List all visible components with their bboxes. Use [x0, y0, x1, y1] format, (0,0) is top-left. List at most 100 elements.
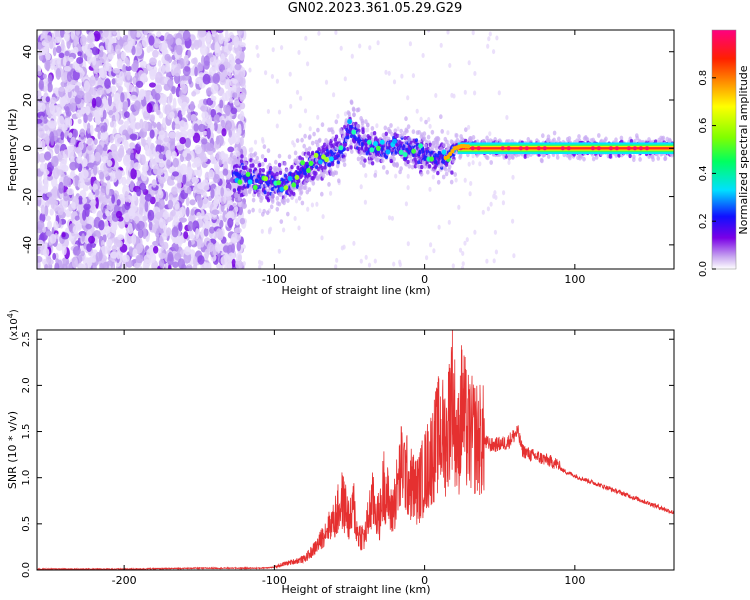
spectrogram-noise-cell	[267, 229, 272, 235]
spectrogram-noise-cell	[80, 250, 85, 257]
spectrogram-noise-cell	[56, 45, 62, 54]
spectrogram-noise-cell	[176, 180, 182, 190]
spectrogram-noise-cell	[94, 189, 100, 196]
spectrogram-noise-cell	[178, 235, 185, 245]
spectrogram-ridge-halo	[362, 162, 366, 168]
spectrogram-noise-cell	[467, 161, 471, 167]
spectrogram-noise-cell	[65, 106, 70, 115]
spectrogram-noise-cell	[57, 204, 64, 216]
spectrogram-noise-cell	[108, 94, 112, 107]
spectrogram-ridge-halo	[407, 163, 412, 169]
spectrogram-noise-cell	[124, 201, 131, 211]
spectrogram-noise-cell	[238, 51, 245, 61]
spectrogram-noise-cell	[207, 242, 215, 253]
spectrogram-noise-cell	[153, 103, 159, 113]
spectrogram-noise-cell	[238, 71, 244, 79]
spectrogram-ridge-halo	[287, 154, 292, 160]
spectrogram-noise-cell	[215, 151, 222, 162]
spectrogram-noise-cell	[398, 262, 402, 268]
spectrogram-noise-cell	[49, 233, 57, 244]
spectrogram-noise-cell	[166, 33, 174, 46]
spectrogram-noise-cell	[106, 239, 113, 247]
spectrogram-ridge-body	[314, 171, 318, 176]
spectrogram-noise-cell	[68, 262, 73, 269]
spectrogram-noise-cell	[174, 200, 180, 210]
spectrogram-noise-cell	[366, 127, 370, 133]
spectrogram-noise-cell	[493, 229, 497, 235]
spectrogram-noise-cell	[146, 102, 153, 114]
spectrogram-noise-cell	[167, 199, 174, 210]
spectrogram-noise-cell	[159, 35, 165, 42]
spectrogram-ridge-halo	[352, 107, 356, 113]
spectrogram-noise-cell	[171, 186, 178, 195]
spectrogram-noise-cell	[428, 186, 432, 192]
spectrogram-noise-cell	[292, 142, 296, 148]
spectrogram-noise-cell	[129, 133, 138, 140]
spectrogram-noise-cell	[68, 56, 74, 63]
spectrogram-noise-cell	[164, 66, 171, 73]
spectrogram-ridge-core	[346, 135, 350, 140]
spectrogram-ridge-halo	[334, 119, 339, 125]
spectrogram-ridge-halo	[395, 163, 399, 168]
spectrogram-noise-cell	[211, 30, 217, 35]
spectrogram-noise-cell	[117, 234, 125, 241]
spectrogram-ridge-halo	[247, 209, 252, 215]
spectrogram-noise-cell	[206, 36, 211, 43]
spectrogram-noise-cell	[488, 31, 492, 37]
spectrogram-noise-cell	[92, 46, 99, 56]
spectrogram-noise-cell	[37, 226, 43, 234]
spectrogram-noise-cell	[191, 176, 199, 184]
spectrogram-noise-cell	[158, 198, 165, 210]
spectrogram-noise-cell	[117, 77, 123, 87]
spectrogram-noise-cell	[116, 251, 121, 260]
spectrogram-noise-cell	[73, 246, 81, 256]
spectrogram-noise-cell	[83, 80, 90, 93]
spectrogram-noise-cell	[133, 262, 141, 269]
spectrogram-ridge-halo	[355, 123, 360, 129]
spectrogram-ridge-body	[361, 129, 365, 135]
spectrogram-ridge-halo	[373, 173, 378, 178]
spectrogram-noise-cell	[87, 257, 93, 268]
spectrogram-ridge-halo	[381, 165, 386, 170]
spectrogram-noise-cell	[473, 229, 477, 235]
spectrogram-noise-cell	[197, 62, 202, 72]
spectrogram-noise-cell	[55, 68, 61, 80]
spectrogram-noise-cell	[179, 163, 188, 175]
spectrogram-noise-cell	[181, 101, 189, 112]
spectrogram-ridge-halo	[297, 195, 302, 201]
spectrogram-noise-cell	[42, 73, 47, 79]
spectrogram-noise-cell	[387, 70, 391, 76]
spectrogram-noise-cell	[299, 95, 303, 101]
spectrogram-noise-cell	[189, 101, 195, 112]
spectrogram-noise-cell	[297, 50, 301, 55]
spectrogram-noise-cell	[197, 238, 202, 250]
spectrogram-noise-cell	[166, 159, 171, 169]
spectrogram-noise-cell	[169, 193, 174, 201]
spectrogram-noise-cell	[130, 94, 137, 101]
spectrogram-noise-cell	[87, 112, 93, 122]
spectrogram-noise-cell	[200, 104, 208, 113]
spectrogram-noise-cell	[186, 265, 192, 269]
spectrogram-ridge-halo	[430, 129, 435, 135]
spectrogram-noise-cell	[230, 107, 238, 115]
spectrogram-ridge-halo	[380, 158, 385, 164]
spectrogram-noise-cell	[486, 43, 490, 49]
spectrogram-noise-cell	[76, 156, 83, 164]
spectrogram-noise-cell	[404, 201, 408, 207]
spectrogram-noise-cell	[233, 100, 240, 106]
spectrogram-noise-cell	[72, 128, 78, 139]
spectrogram-noise-cell	[190, 208, 195, 216]
spectrogram-noise-cell	[168, 131, 176, 139]
spectrogram-noise-cell	[52, 252, 57, 261]
spectrogram-ridge-halo	[270, 199, 275, 204]
spectrogram-noise-cell	[65, 209, 71, 218]
spectrogram-ridge-halo	[411, 129, 416, 135]
spectrogram-noise-cell	[148, 35, 155, 46]
spectrogram-noise-cell	[158, 162, 165, 168]
spectrogram-noise-cell	[471, 30, 475, 36]
spectrogram-noise-cell	[111, 194, 115, 204]
spectrogram-noise-cell	[334, 30, 338, 35]
spectrogram-noise-cell	[169, 92, 173, 103]
spectrogram-ridge-halo	[241, 170, 246, 176]
spectrogram-noise-cell	[83, 112, 88, 124]
